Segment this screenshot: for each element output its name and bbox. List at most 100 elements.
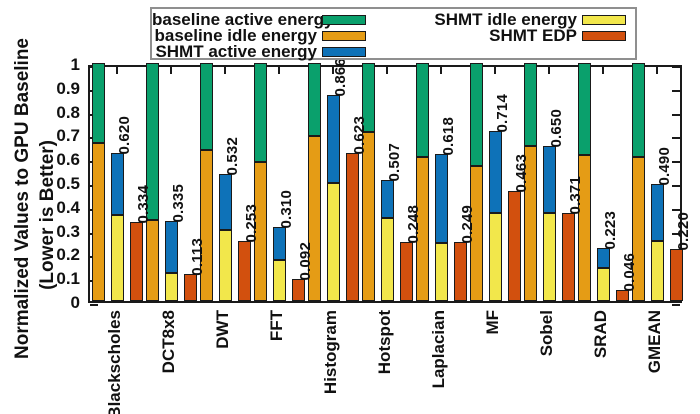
value-label-shmt-total-FFT: 0.310	[278, 190, 295, 229]
bar-shmt-edp-DWT	[238, 241, 251, 301]
x-category-label-DCT8x8: DCT8x8	[159, 310, 178, 374]
bar-baseline-idle-DCT8x8	[146, 220, 159, 301]
bar-baseline-idle-Sobel	[524, 146, 537, 301]
value-label-shmt-edp-SRAD: 0.046	[621, 253, 638, 292]
bar-shmt-active-Histogram	[327, 95, 340, 183]
bar-shmt-idle-FFT	[273, 260, 286, 301]
bar-shmt-idle-Hotspot	[381, 218, 394, 301]
y-tick-right-0.8	[672, 114, 680, 116]
bar-shmt-active-GMEAN	[651, 184, 664, 241]
bar-baseline-active-FFT	[254, 63, 267, 162]
x-category-label-DWT: DWT	[213, 310, 232, 349]
bar-shmt-idle-Sobel	[543, 213, 556, 301]
y-tick-label-0.9: 0.9	[56, 79, 80, 98]
bar-baseline-active-Blackscholes	[92, 63, 105, 143]
bar-shmt-active-DCT8x8	[165, 221, 178, 273]
bar-baseline-active-MF	[470, 63, 483, 166]
x-category-label-GMEAN: GMEAN	[645, 310, 664, 374]
bar-shmt-active-Sobel	[543, 146, 556, 213]
bar-shmt-edp-Laplacian	[454, 242, 467, 301]
bar-shmt-edp-SRAD	[616, 290, 629, 301]
y-tick-right-0	[672, 304, 680, 306]
bar-baseline-active-Hotspot	[362, 63, 375, 132]
value-label-shmt-edp-Hotspot: 0.248	[405, 205, 422, 244]
y-tick-label-0.4: 0.4	[56, 198, 80, 217]
bar-shmt-idle-GMEAN	[651, 241, 664, 301]
bar-baseline-active-DCT8x8	[146, 63, 159, 220]
legend-label-baseline-active-energy: baseline active energy	[152, 10, 334, 29]
bar-baseline-idle-DWT	[200, 150, 213, 301]
value-label-shmt-edp-Sobel: 0.371	[567, 176, 584, 215]
x-tick-top-SRAD	[602, 67, 604, 74]
bar-baseline-idle-SRAD	[578, 155, 591, 301]
bar-shmt-active-FFT	[273, 227, 286, 260]
bar-shmt-idle-DCT8x8	[165, 273, 178, 301]
x-category-label-Hotspot: Hotspot	[375, 310, 394, 375]
x-tick-top-DWT	[224, 67, 226, 74]
legend-swatch-baseline-active-energy	[322, 15, 366, 25]
bar-shmt-idle-Histogram	[327, 183, 340, 301]
bar-shmt-active-MF	[489, 131, 502, 213]
value-label-shmt-total-Blackscholes: 0.620	[116, 116, 133, 155]
legend-swatch-shmt-edp	[582, 31, 626, 41]
x-category-label-Blackscholes: Blackscholes	[105, 310, 124, 414]
bar-shmt-idle-Blackscholes	[111, 215, 124, 301]
x-tick-top-Blackscholes	[116, 67, 118, 74]
legend-swatch-baseline-idle-energy	[322, 31, 366, 41]
x-tick-top-FFT	[278, 67, 280, 74]
bar-shmt-idle-Laplacian	[435, 243, 448, 301]
value-label-shmt-total-Hotspot: 0.507	[386, 143, 403, 182]
legend-label-baseline-idle-energy: baseline idle energy	[154, 26, 317, 45]
value-label-shmt-total-SRAD: 0.223	[602, 211, 619, 250]
y-tick-label-0: 0	[70, 293, 80, 312]
x-tick-top-Hotspot	[386, 67, 388, 74]
bar-shmt-idle-DWT	[219, 230, 232, 301]
value-label-shmt-edp-FFT: 0.092	[297, 242, 314, 281]
bar-shmt-edp-Sobel	[562, 213, 575, 301]
x-category-label-Laplacian: Laplacian	[429, 310, 448, 389]
bar-shmt-edp-GMEAN	[670, 249, 683, 301]
bar-baseline-active-DWT	[200, 63, 213, 150]
x-category-label-SRAD: SRAD	[591, 310, 610, 359]
x-tick-top-GMEAN	[656, 67, 658, 74]
bar-baseline-idle-Histogram	[308, 136, 321, 301]
legend-swatch-shmt-active-energy	[322, 47, 366, 57]
x-category-label-Sobel: Sobel	[537, 310, 556, 357]
bar-baseline-active-Histogram	[308, 63, 321, 136]
bar-baseline-active-SRAD	[578, 63, 591, 155]
bar-shmt-active-Blackscholes	[111, 153, 124, 215]
legend-swatch-shmt-idle-energy	[582, 15, 626, 25]
bar-shmt-edp-DCT8x8	[184, 274, 197, 301]
x-category-label-Histogram: Histogram	[321, 310, 340, 395]
y-tick-right-0.9	[672, 90, 680, 92]
value-label-shmt-total-GMEAN: 0.490	[656, 147, 673, 186]
bar-baseline-active-Laplacian	[416, 63, 429, 157]
bar-baseline-idle-Blackscholes	[92, 143, 105, 301]
value-label-shmt-total-Histogram: 0.866	[332, 58, 349, 97]
y-tick-label-0.8: 0.8	[56, 103, 80, 122]
bar-shmt-edp-Hotspot	[400, 242, 413, 301]
x-tick-top-DCT8x8	[170, 67, 172, 74]
value-label-shmt-total-MF: 0.714	[494, 94, 511, 133]
y-tick-label-1: 1	[70, 55, 80, 74]
bar-shmt-active-Hotspot	[381, 180, 394, 218]
y-tick-label-0.2: 0.2	[56, 245, 80, 264]
bar-shmt-edp-FFT	[292, 279, 305, 301]
y-tick-right-0.4	[672, 209, 680, 211]
y-tick-label-0.3: 0.3	[56, 222, 80, 241]
bar-shmt-active-SRAD	[597, 248, 610, 268]
bar-baseline-active-GMEAN	[632, 63, 645, 157]
legend-label-shmt-idle-energy: SHMT idle energy	[434, 10, 577, 29]
bar-shmt-idle-MF	[489, 213, 502, 301]
value-label-shmt-total-Laplacian: 0.618	[440, 117, 457, 156]
y-tick-label-0.6: 0.6	[56, 150, 80, 169]
value-label-shmt-edp-DCT8x8: 0.113	[189, 238, 206, 276]
value-label-shmt-edp-Histogram: 0.623	[351, 116, 368, 155]
bar-baseline-idle-MF	[470, 166, 483, 301]
y-tick-label-0.5: 0.5	[56, 174, 80, 193]
bar-shmt-idle-SRAD	[597, 268, 610, 301]
y-tick-right-0.7	[672, 137, 680, 139]
x-tick-top-Laplacian	[440, 67, 442, 74]
y-tick-left-0	[90, 304, 98, 306]
legend-label-shmt-edp: SHMT EDP	[489, 26, 577, 45]
